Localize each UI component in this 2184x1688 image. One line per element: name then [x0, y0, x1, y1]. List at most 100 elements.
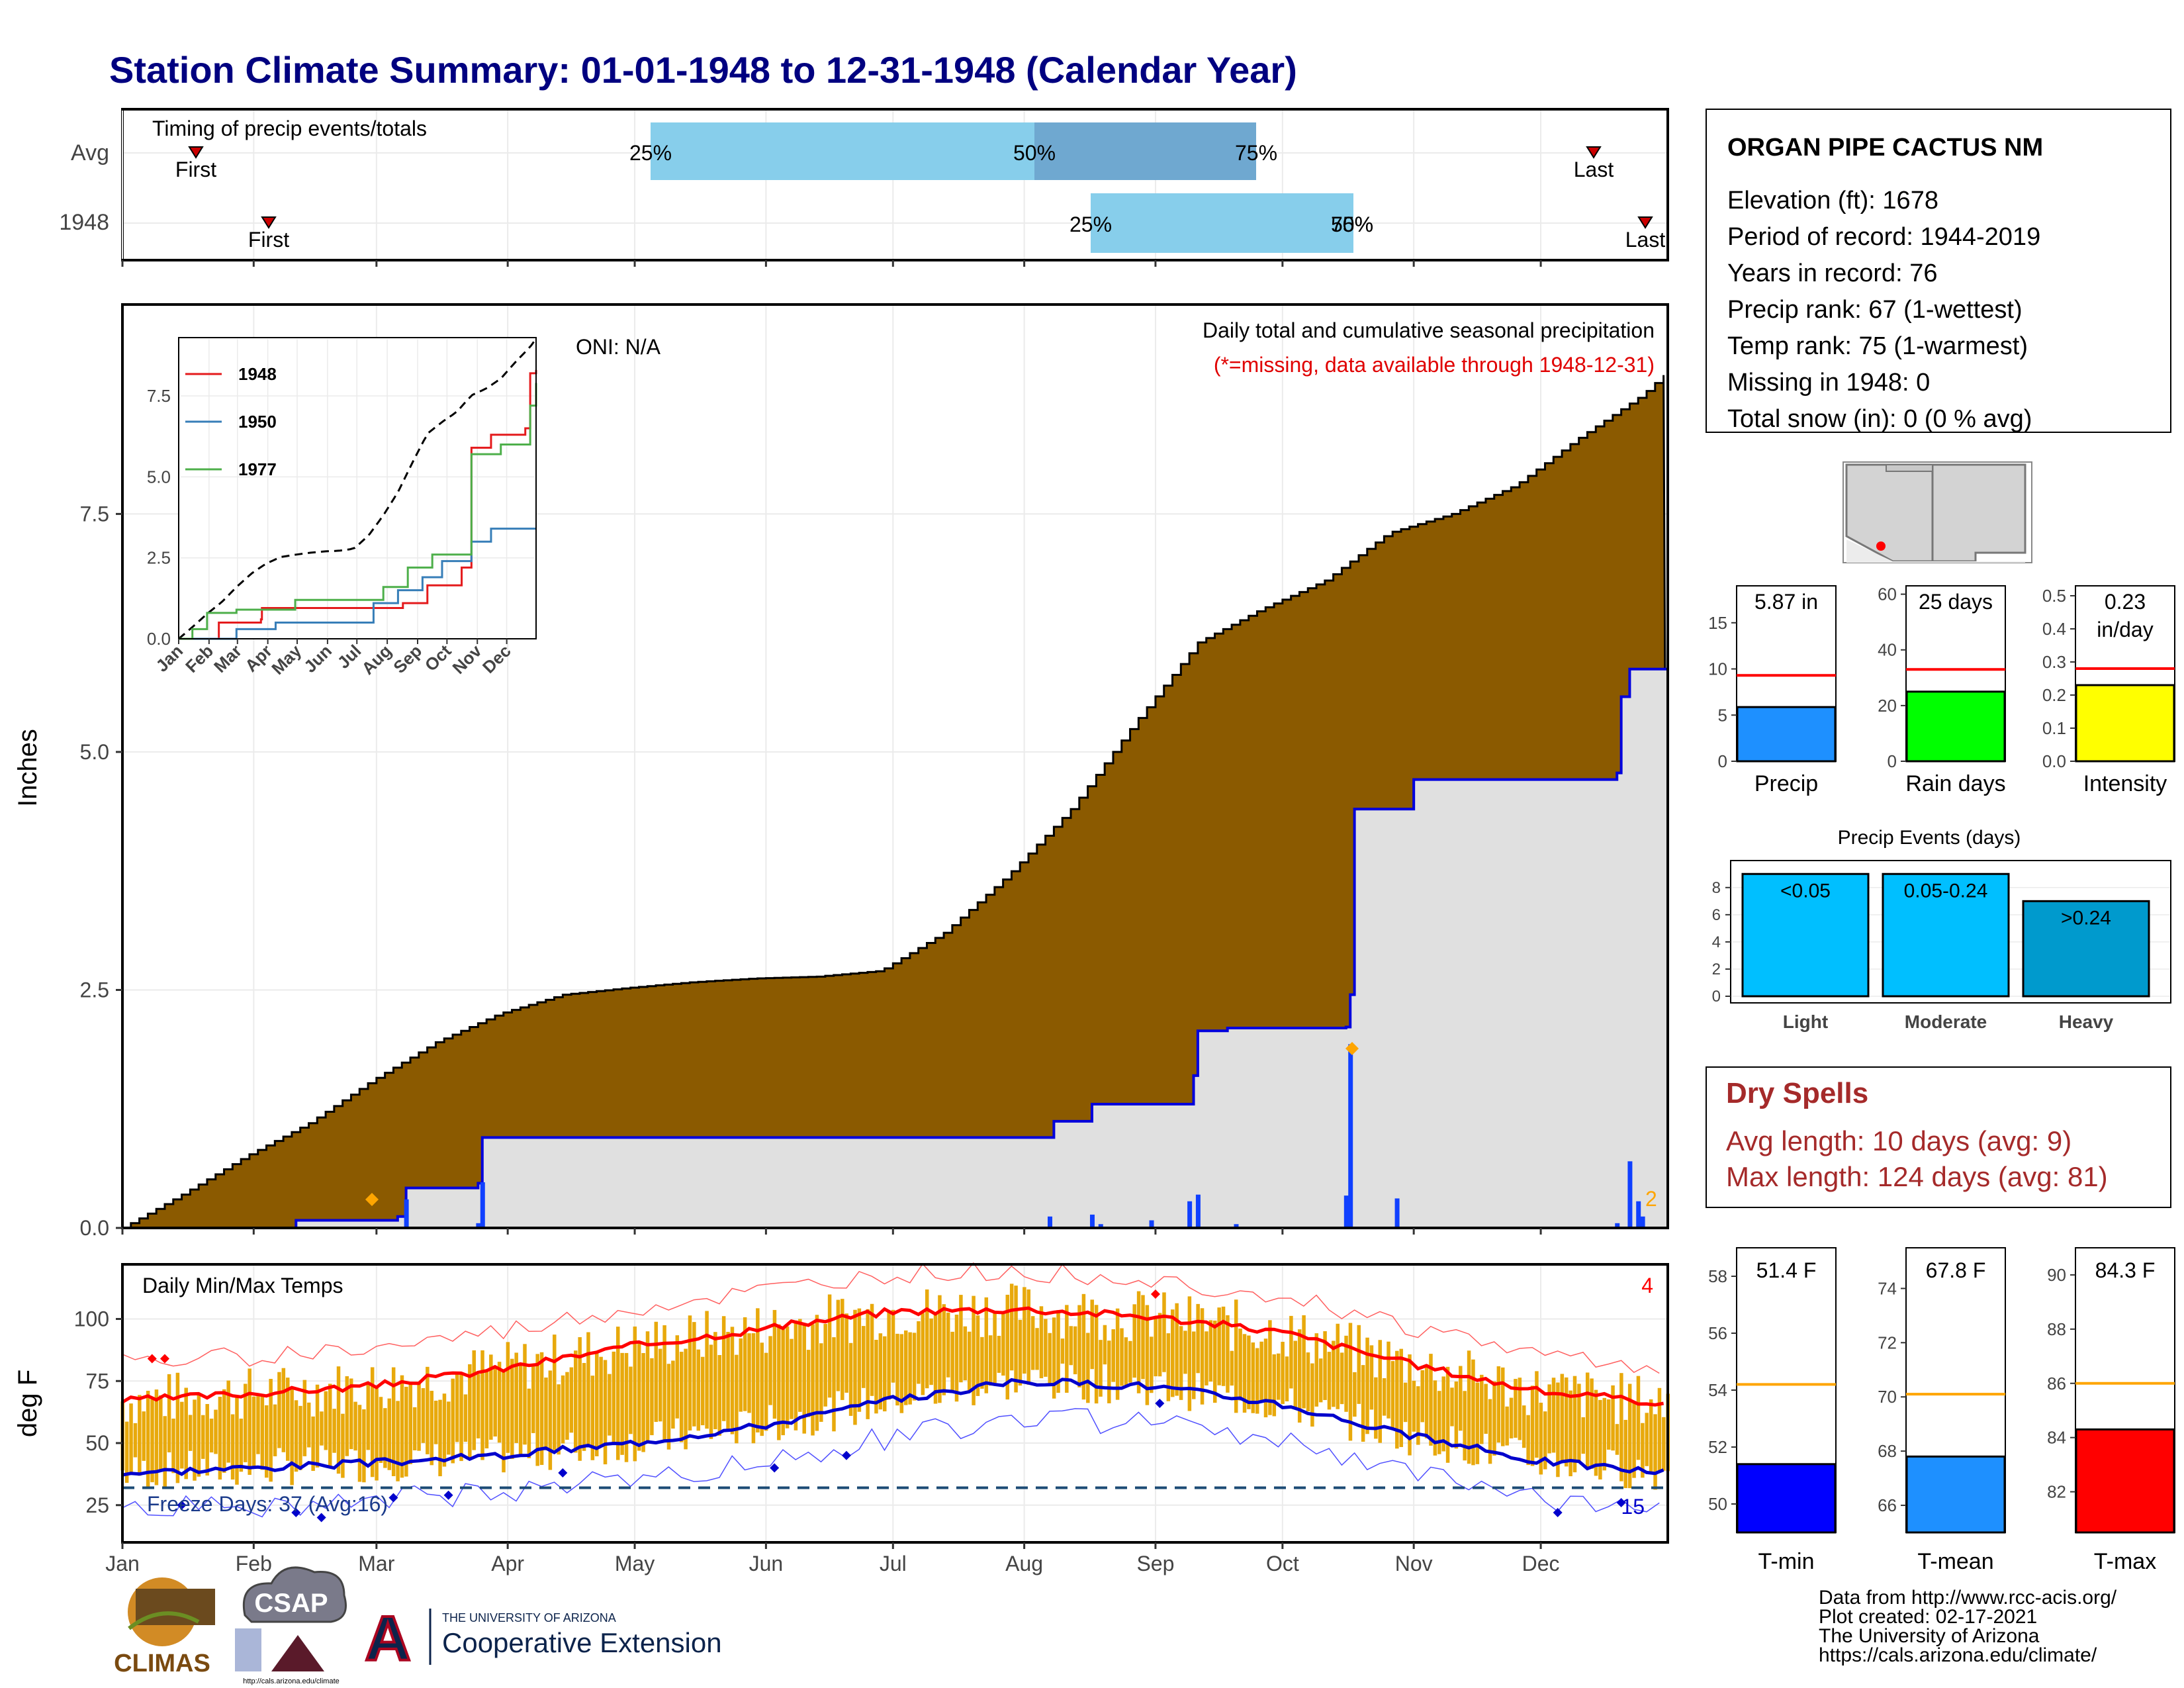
- daily-temp-bar: [1420, 1370, 1424, 1423]
- observed-cumulative-area: [122, 667, 1669, 1229]
- daily-temp-bar: [209, 1419, 214, 1453]
- daily-temp-bar: [1205, 1331, 1208, 1385]
- daily-temp-bar: [874, 1340, 878, 1414]
- daily-temp-bar: [447, 1401, 451, 1455]
- daily-temp-bar: [1530, 1385, 1535, 1466]
- daily-temp-bar: [565, 1372, 569, 1440]
- daily-precip-bar: [476, 1223, 481, 1228]
- daily-temp-bar: [1099, 1340, 1103, 1397]
- ua-logo-big-text: Cooperative Extension: [442, 1627, 722, 1658]
- month-tick-label: Nov: [1395, 1552, 1433, 1575]
- precip-ytick-label: 0.0: [80, 1216, 109, 1240]
- daily-temp-bar: [790, 1338, 794, 1419]
- daily-temp-bar: [713, 1332, 717, 1430]
- daily-temp-bar: [1496, 1366, 1501, 1443]
- daily-temp-bar: [400, 1375, 404, 1478]
- temp-summary-tick-label: 88: [2047, 1319, 2066, 1339]
- daily-temp-bar: [332, 1409, 336, 1453]
- daily-temp-bar: [1162, 1292, 1166, 1372]
- daily-temp-bar: [171, 1419, 175, 1474]
- daily-temp-bar: [1492, 1381, 1496, 1456]
- daily-temp-bar: [357, 1405, 362, 1482]
- daily-temp-bar: [1602, 1397, 1607, 1471]
- daily-temp-bar: [383, 1408, 387, 1468]
- daily-temp-bar: [205, 1403, 209, 1476]
- summary-bar-tick-label: 0.4: [2042, 619, 2066, 639]
- daily-temp-bar: [193, 1399, 197, 1481]
- daily-temp-bar: [599, 1356, 603, 1446]
- summary-bar-tick-label: 40: [1878, 640, 1897, 660]
- daily-temp-bar: [823, 1323, 827, 1407]
- daily-temp-bar: [569, 1367, 574, 1433]
- daily-temp-bar: [1048, 1333, 1052, 1385]
- daily-temp-bar: [1196, 1303, 1200, 1374]
- temp-summary-value-label: 67.8 F: [1926, 1258, 1986, 1282]
- daily-temp-bar: [735, 1354, 739, 1444]
- daily-temp-bar: [1081, 1293, 1086, 1400]
- record-min-line: [122, 1408, 1660, 1518]
- timing-avg-p75: 75%: [1235, 141, 1277, 165]
- min-record-marker: [177, 1500, 187, 1510]
- daily-temp-bar: [586, 1332, 590, 1445]
- daily-temp-bar: [1623, 1419, 1628, 1489]
- daily-temp-bar: [154, 1389, 159, 1485]
- daily-temp-bar: [883, 1336, 887, 1412]
- station-location-dot: [1876, 541, 1886, 551]
- daily-temp-bar: [1069, 1326, 1073, 1366]
- daily-temp-bar: [1606, 1399, 1611, 1450]
- precip-ytick-label: 5.0: [80, 740, 109, 764]
- location-map: [1843, 461, 2032, 563]
- daily-temp-bar: [1323, 1331, 1327, 1400]
- daily-temp-bar: [684, 1348, 688, 1450]
- oni-label: ONI: N/A: [576, 335, 661, 359]
- daily-temp-bar: [1293, 1340, 1298, 1408]
- daily-temp-bar: [1154, 1317, 1158, 1377]
- precip-event-category: Moderate: [1905, 1011, 1987, 1032]
- daily-temp-bar: [1403, 1382, 1408, 1423]
- daily-temp-bar: [984, 1297, 989, 1393]
- temp-summary-tick-label: 84: [2047, 1428, 2066, 1448]
- daily-temp-bar: [1073, 1326, 1077, 1375]
- precip-event-bar-label: <0.05: [1780, 880, 1831, 902]
- daily-temp-bar: [430, 1391, 433, 1466]
- timing-1948-p25: 25%: [1069, 212, 1112, 236]
- daily-temp-bar: [159, 1395, 163, 1472]
- daily-temp-bar: [1263, 1338, 1268, 1418]
- daily-temp-bar: [1445, 1366, 1450, 1463]
- daily-temp-bar: [285, 1378, 290, 1461]
- daily-temp-bar: [493, 1367, 497, 1437]
- csap-logo: CSAP http://cals.arizona.edu/climate: [235, 1566, 347, 1685]
- daily-temp-bar: [1332, 1340, 1336, 1407]
- daily-temp-bar: [1056, 1310, 1060, 1393]
- daily-precip-bar: [1615, 1223, 1620, 1228]
- daily-temp-bar: [129, 1403, 133, 1473]
- daily-temp-bar: [328, 1383, 332, 1466]
- daily-temp-bar: [265, 1405, 269, 1478]
- daily-temp-bar: [1107, 1340, 1111, 1403]
- station-missing: Missing in 1948: 0: [1727, 369, 1930, 397]
- temp-summary-bar: [1905, 1455, 2006, 1534]
- daily-temp-bar: [717, 1354, 722, 1436]
- daily-temp-bar: [1488, 1399, 1492, 1464]
- daily-temp-bar: [709, 1344, 713, 1439]
- daily-temp-bar: [133, 1423, 138, 1458]
- precip-event-bar-label: >0.24: [2061, 907, 2111, 929]
- daily-temp-bar: [1044, 1319, 1048, 1377]
- daily-temp-bar: [502, 1372, 506, 1473]
- daily-temp-bar: [582, 1362, 586, 1451]
- daily-temp-bar: [705, 1311, 709, 1429]
- daily-temp-bar: [1353, 1372, 1357, 1417]
- daily-temp-bar: [832, 1337, 836, 1432]
- daily-temp-bar: [1560, 1374, 1565, 1463]
- daily-temp-bar: [1039, 1306, 1044, 1379]
- summary-bar-tick-label: 10: [1708, 659, 1727, 679]
- daily-temp-bar: [1171, 1309, 1175, 1397]
- daily-temp-bar: [781, 1328, 785, 1436]
- daily-temp-bar: [362, 1409, 366, 1483]
- avg-min-line: [122, 1378, 1664, 1477]
- daily-precip-bar: [1149, 1220, 1154, 1228]
- daily-temp-bar: [1179, 1326, 1183, 1400]
- timing-row-1948-label: 1948: [59, 210, 109, 235]
- daily-temp-bar: [535, 1354, 539, 1466]
- footer: CLIMAS CSAP http://cals.arizona.edu/clim…: [114, 1566, 2117, 1685]
